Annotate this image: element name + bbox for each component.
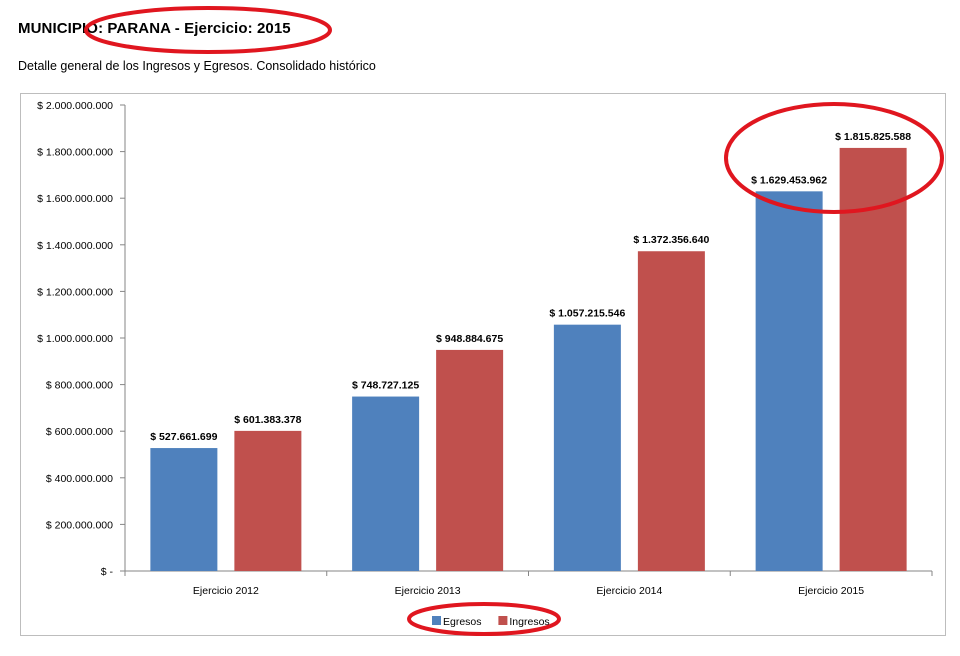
y-tick-label: $ 2.000.000.000 xyxy=(37,100,113,112)
y-tick-label: $ 1.800.000.000 xyxy=(37,147,113,159)
bar-egresos xyxy=(150,448,218,571)
x-category-label: Ejercicio 2013 xyxy=(395,585,461,597)
y-tick-label: $ - xyxy=(101,566,114,578)
data-label: $ 748.727.125 xyxy=(352,380,419,392)
y-tick-label: $ 600.000.000 xyxy=(46,426,113,438)
page-subtitle: Detalle general de los Ingresos y Egreso… xyxy=(18,59,376,73)
bar-egresos xyxy=(755,191,823,571)
x-category-label: Ejercicio 2014 xyxy=(596,585,662,597)
legend-swatch-ingresos xyxy=(498,616,508,625)
annotation-ellipse-2015-values xyxy=(724,102,944,214)
data-label: $ 1.815.825.588 xyxy=(835,131,911,143)
y-tick-label: $ 400.000.000 xyxy=(46,473,113,485)
annotation-ellipse-title xyxy=(84,6,332,54)
data-label: $ 1.629.453.962 xyxy=(751,174,827,186)
x-category-label: Ejercicio 2015 xyxy=(798,585,864,597)
y-tick-label: $ 1.600.000.000 xyxy=(37,193,113,205)
data-label: $ 1.372.356.640 xyxy=(633,234,709,246)
y-tick-label: $ 200.000.000 xyxy=(46,519,113,531)
data-label: $ 1.057.215.546 xyxy=(549,308,625,320)
bar-egresos xyxy=(352,396,420,571)
bar-ingresos xyxy=(436,349,504,571)
data-label: $ 948.884.675 xyxy=(436,333,503,345)
y-tick-label: $ 1.200.000.000 xyxy=(37,286,113,298)
annotation-ellipse-legend xyxy=(407,602,561,636)
bar-ingresos xyxy=(839,147,907,571)
x-category-label: Ejercicio 2012 xyxy=(193,585,259,597)
bar-egresos xyxy=(553,324,621,571)
bar-ingresos xyxy=(234,430,302,571)
legend-swatch-egresos xyxy=(432,616,441,625)
bar-ingresos xyxy=(637,251,705,571)
legend-label-egresos: Egresos xyxy=(443,616,482,628)
y-tick-label: $ 1.400.000.000 xyxy=(37,240,113,252)
data-label: $ 601.383.378 xyxy=(234,414,301,426)
data-label: $ 527.661.699 xyxy=(150,431,217,443)
legend-label-ingresos: Ingresos xyxy=(509,616,549,628)
y-tick-label: $ 800.000.000 xyxy=(46,380,113,392)
y-tick-label: $ 1.000.000.000 xyxy=(37,333,113,345)
